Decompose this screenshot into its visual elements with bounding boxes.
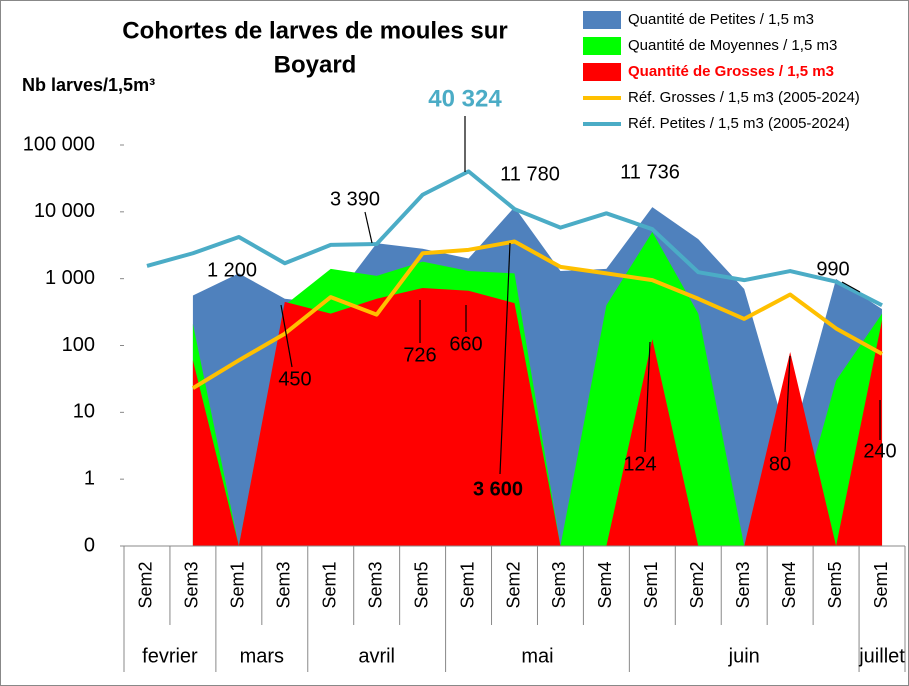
legend-label: Quantité de Petites / 1,5 m3 <box>628 11 814 28</box>
legend-label: Quantité de Moyennes / 1,5 m3 <box>628 37 837 54</box>
x-tick-label: Sem2 <box>687 561 707 608</box>
x-tick-label: Sem3 <box>274 561 294 608</box>
month-label: juillet <box>858 645 905 667</box>
month-label: mai <box>521 645 553 667</box>
line <box>146 169 883 308</box>
data-label: 726 <box>403 344 436 366</box>
callout-line <box>841 281 861 293</box>
x-tick-label: Sem4 <box>779 561 799 608</box>
y-tick-label: 10 <box>73 401 95 423</box>
y-tick-label: 0 <box>84 534 95 556</box>
x-tick-label: Sem1 <box>457 561 477 608</box>
data-label: 240 <box>863 440 896 462</box>
month-label: avril <box>358 645 395 667</box>
callout-line <box>280 304 293 368</box>
legend-label: Réf. Grosses / 1,5 m3 (2005-2024) <box>628 89 860 106</box>
legend-swatch <box>583 63 621 81</box>
data-label: 3 390 <box>330 188 380 210</box>
data-label: 3 600 <box>473 478 523 500</box>
data-label: 990 <box>816 258 849 280</box>
y-tick-label: 100 <box>62 334 95 356</box>
x-tick-label: Sem5 <box>411 561 431 608</box>
data-label: 124 <box>623 453 656 475</box>
month-label: juin <box>728 645 760 667</box>
chart-title: Boyard <box>274 51 357 78</box>
callout-line <box>644 341 651 453</box>
month-label: fevrier <box>142 645 198 667</box>
legend-swatch <box>583 37 621 55</box>
y-tick-label: 1 <box>84 467 95 489</box>
data-label: 40 324 <box>428 85 502 112</box>
area <box>192 287 883 546</box>
y-tick-label: 100 000 <box>23 133 95 155</box>
x-tick-label: Sem5 <box>825 561 845 608</box>
legend-label: Quantité de Grosses / 1,5 m3 <box>628 63 834 80</box>
x-tick-label: Sem3 <box>733 561 753 608</box>
x-tick-label: Sem3 <box>182 561 202 608</box>
x-tick-label: Sem1 <box>641 561 661 608</box>
x-tick-label: Sem3 <box>365 561 385 608</box>
chart-title: Cohortes de larves de moules sur <box>122 17 507 44</box>
x-tick-label: Sem2 <box>503 561 523 608</box>
data-label: 80 <box>769 453 791 475</box>
x-tick-label: Sem1 <box>319 561 339 608</box>
x-tick-label: Sem2 <box>136 561 156 608</box>
data-label: 450 <box>278 368 311 390</box>
callout-line <box>499 242 511 475</box>
legend-swatch <box>583 11 621 29</box>
data-label: 11 736 <box>620 161 680 183</box>
data-label: 1 200 <box>207 259 257 281</box>
x-tick-label: Sem4 <box>595 561 615 608</box>
data-label: 11 780 <box>500 163 560 185</box>
month-label: mars <box>240 645 284 667</box>
legend-label: Réf. Petites / 1,5 m3 (2005-2024) <box>628 115 850 132</box>
callout-line <box>364 211 373 244</box>
y-tick-label: 10 000 <box>34 200 95 222</box>
callout-line <box>784 355 791 453</box>
line <box>191 239 883 390</box>
y-tick-label: 1 000 <box>45 267 95 289</box>
data-label: 660 <box>449 333 482 355</box>
x-tick-label: Sem1 <box>228 561 248 608</box>
x-tick-label: Sem3 <box>549 561 569 608</box>
y-axis-label: Nb larves/1,5m³ <box>22 75 155 95</box>
x-tick-label: Sem1 <box>871 561 891 608</box>
